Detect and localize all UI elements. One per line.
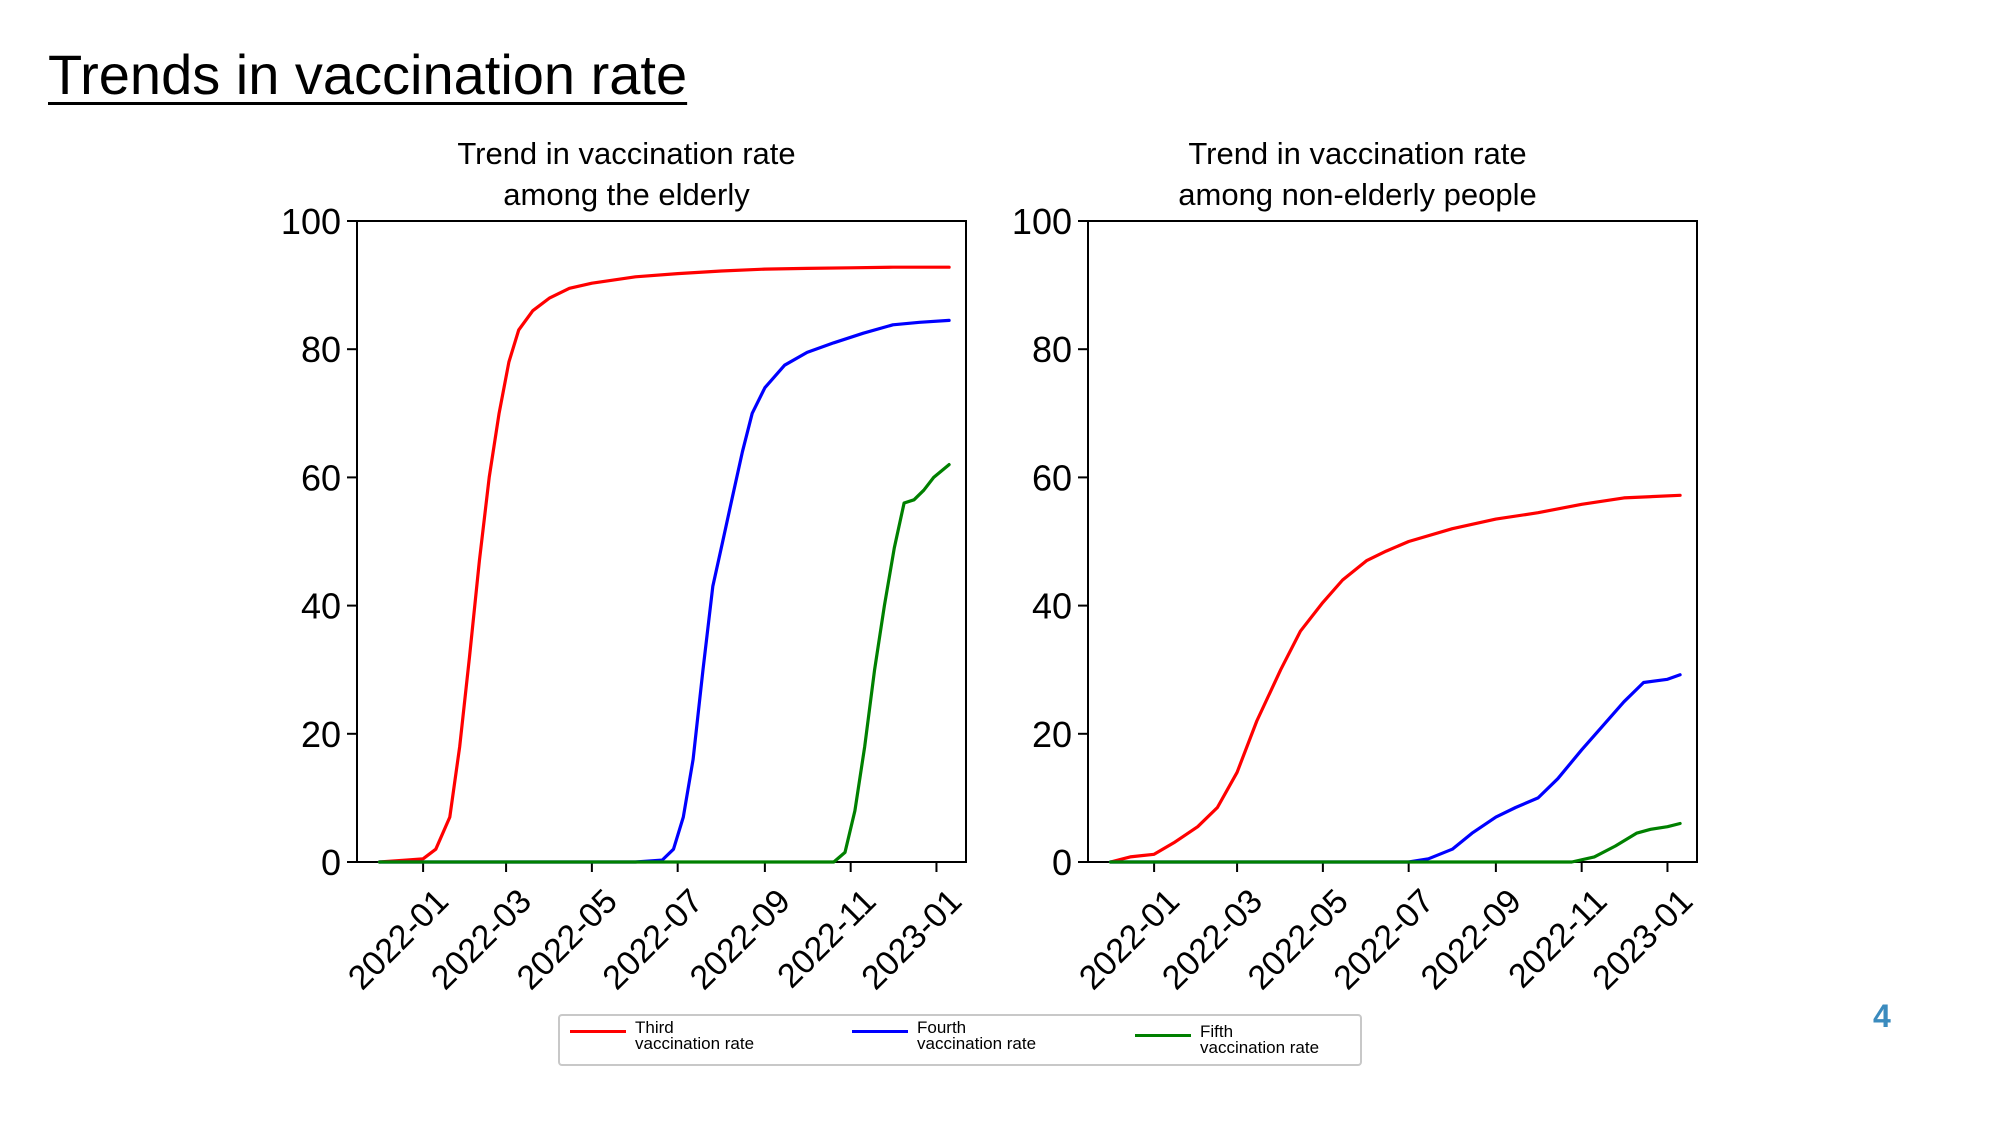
series-line-fifth [377,463,951,864]
chart-title-line: Trend in vaccination rate [1188,136,1526,171]
legend-label-line2: vaccination rate [917,1034,1037,1053]
chart-title-line: among the elderly [503,177,750,212]
legend-swatch-third [570,1030,626,1033]
series-line-third [1108,493,1682,864]
legend-label-line2: vaccination rate [635,1034,755,1053]
y-tick-label: 80 [301,329,341,370]
plot-frame [356,220,967,863]
y-tick-label: 20 [1032,714,1072,755]
legend-label-line1: Third [635,1018,674,1037]
y-tick-label: 100 [1012,201,1072,242]
legend-label-third: Third vaccination rate [635,1018,855,1053]
slide-title: Trends in vaccination rate [48,43,688,106]
plot-frame [1087,220,1698,863]
series-line-fifth [1108,821,1682,864]
legend-swatch-fourth [852,1030,908,1033]
page-number: 4 [1873,998,1891,1034]
y-tick-label: 100 [281,201,341,242]
y-tick-label: 80 [1032,329,1072,370]
legend-label-line1: Fifth [1200,1022,1234,1041]
y-tick-label: 40 [301,586,341,627]
legend-label-line2: vaccination rate [1200,1038,1320,1057]
series-line-fourth [377,318,951,864]
chart-panel-1: Trend in vaccination rate among the elder… [281,136,969,997]
series-line-third [377,265,951,864]
chart-legend: Third vaccination rate Fourth vaccinatio… [558,1014,1362,1066]
y-tick-label: 60 [1032,457,1072,498]
y-tick-label: 20 [301,714,341,755]
y-tick-label: 0 [1052,842,1072,883]
legend-swatch-fifth [1135,1034,1191,1037]
legend-label-fourth: Fourth vaccination rate [917,1018,1137,1053]
y-tick-label: 60 [301,457,341,498]
legend-label-fifth: Fifth vaccination rate [1200,1022,1420,1057]
y-tick-label: 0 [321,842,341,883]
chart-title-line: Trend in vaccination rate [457,136,795,171]
y-tick-label: 40 [1032,586,1072,627]
series-line-fourth [1108,673,1682,864]
chart-panel-2: Trend in vaccination rate among non-elder… [1012,136,1700,997]
chart-title-line: among non-elderly people [1178,177,1536,212]
legend-label-line1: Fourth [917,1018,967,1037]
